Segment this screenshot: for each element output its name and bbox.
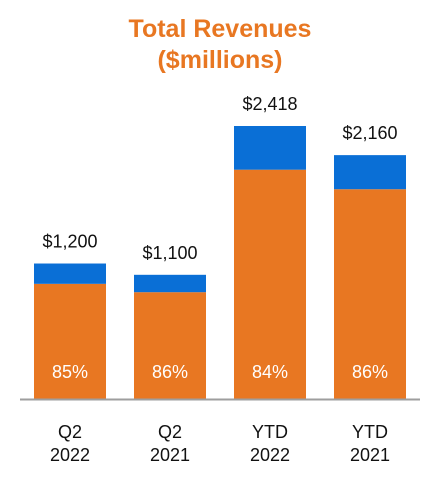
- total-value-label: $1,100: [142, 243, 197, 263]
- share-percent-label: 86%: [352, 362, 388, 382]
- category-label-year: 2022: [50, 445, 90, 465]
- category-label-year: 2021: [150, 445, 190, 465]
- bar-segment-blue: [234, 126, 306, 170]
- total-value-label: $2,418: [242, 94, 297, 114]
- chart-title: Total Revenues: [128, 15, 312, 43]
- category-label-period: YTD: [352, 422, 388, 442]
- category-label-period: Q2: [58, 422, 82, 442]
- category-label-period: Q2: [158, 422, 182, 442]
- chart-subtitle: ($millions): [157, 46, 283, 74]
- share-percent-label: 86%: [152, 362, 188, 382]
- total-value-label: $1,200: [42, 232, 97, 252]
- share-percent-label: 85%: [52, 362, 88, 382]
- bar-segment-orange: [34, 283, 106, 399]
- category-label-year: 2021: [350, 445, 390, 465]
- bar-segment-blue: [334, 155, 406, 190]
- bar-segment-orange: [234, 169, 306, 399]
- category-label-year: 2022: [250, 445, 290, 465]
- total-value-label: $2,160: [342, 123, 397, 143]
- bar-segment-orange: [134, 292, 206, 399]
- category-label-period: YTD: [252, 422, 288, 442]
- bar-segment-blue: [34, 263, 106, 284]
- bar-segment-orange: [334, 189, 406, 399]
- bar-segment-blue: [134, 274, 206, 293]
- share-percent-label: 84%: [252, 362, 288, 382]
